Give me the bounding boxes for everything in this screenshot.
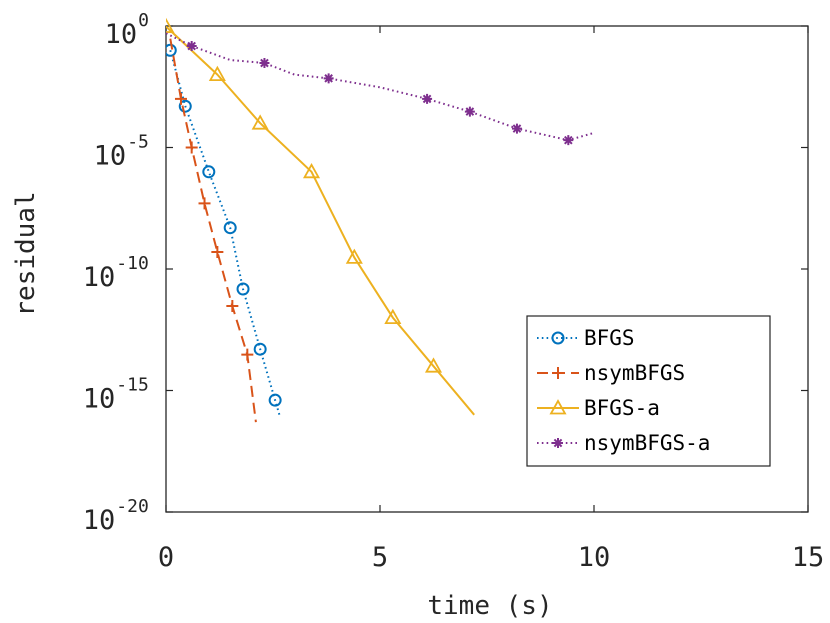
legend-item: nsymBFGS — [537, 361, 685, 385]
series-line — [166, 32, 595, 142]
legend-marker — [552, 367, 564, 379]
y-tick-base: 10 — [83, 505, 116, 536]
y-tick-exponent: 0 — [138, 10, 149, 31]
data-point — [166, 43, 177, 57]
y-tick-label: 10 -15 — [83, 375, 149, 415]
data-point — [259, 58, 270, 69]
data-point — [226, 300, 239, 313]
y-tick-base: 10 — [83, 384, 116, 415]
data-point — [208, 65, 226, 81]
y-tick-exponent: -15 — [116, 375, 149, 396]
data-point — [323, 73, 334, 84]
y-tick-base: 10 — [94, 141, 127, 172]
data-point — [178, 99, 192, 113]
y-tick-exponent: -20 — [116, 496, 149, 517]
y-tick-label: 10 -20 — [83, 496, 149, 536]
series-line — [166, 25, 475, 416]
data-point — [166, 17, 175, 33]
data-point — [253, 342, 267, 356]
data-point — [185, 141, 198, 154]
data-point — [424, 357, 443, 373]
data-point — [345, 248, 363, 264]
data-point — [223, 221, 237, 235]
data-point — [174, 92, 187, 105]
y-tick-label: 10 -10 — [83, 253, 149, 293]
data-point — [211, 246, 224, 259]
series-nsymbfgs-a — [166, 32, 595, 146]
legend-marker — [549, 399, 567, 415]
x-axis-label: time (s) — [427, 591, 552, 621]
data-point — [236, 282, 250, 296]
data-point — [422, 93, 433, 104]
data-point — [251, 114, 269, 130]
y-axis-label: residual — [11, 191, 41, 316]
legend-label: BFGS — [584, 326, 635, 350]
legend-item: BFGS-a — [537, 396, 660, 420]
data-point — [202, 165, 216, 179]
x-tick-label: 10 — [578, 542, 611, 573]
legend: BFGS nsymBFGS BFGS-a nsymBFGS-a — [526, 315, 771, 467]
x-tick-label: 5 — [372, 542, 388, 573]
y-tick-exponent: -10 — [116, 253, 149, 274]
data-point — [241, 348, 254, 361]
data-point — [186, 41, 197, 52]
legend-label: BFGS-a — [584, 396, 660, 420]
series-line — [169, 50, 281, 416]
legend-item: nsymBFGS-a — [537, 431, 710, 455]
data-point — [464, 106, 475, 117]
series-nsymbfgs — [169, 38, 257, 423]
data-point — [563, 135, 574, 146]
data-point — [511, 123, 522, 134]
y-tick-label: 10 -5 — [94, 132, 149, 172]
legend-marker — [551, 331, 565, 345]
legend-label: nsymBFGS-a — [584, 431, 710, 455]
data-point — [198, 197, 211, 210]
y-tick-base: 10 — [105, 19, 138, 50]
y-tick-label: 10 0 — [105, 10, 149, 50]
series-bfgs-a — [166, 17, 475, 416]
legend-label: nsymBFGS — [584, 361, 685, 385]
x-tick-label: 15 — [792, 542, 825, 573]
data-point — [268, 393, 282, 407]
legend-box — [526, 315, 771, 467]
x-tick-label: 0 — [158, 542, 174, 573]
series-bfgs — [166, 43, 282, 416]
data-point — [302, 162, 321, 179]
y-tick-base: 10 — [83, 262, 116, 293]
legend-marker — [553, 438, 563, 448]
y-tick-exponent: -5 — [127, 132, 149, 153]
legend-item: BFGS — [537, 326, 635, 350]
data-point — [384, 308, 402, 324]
series-line — [169, 38, 257, 423]
